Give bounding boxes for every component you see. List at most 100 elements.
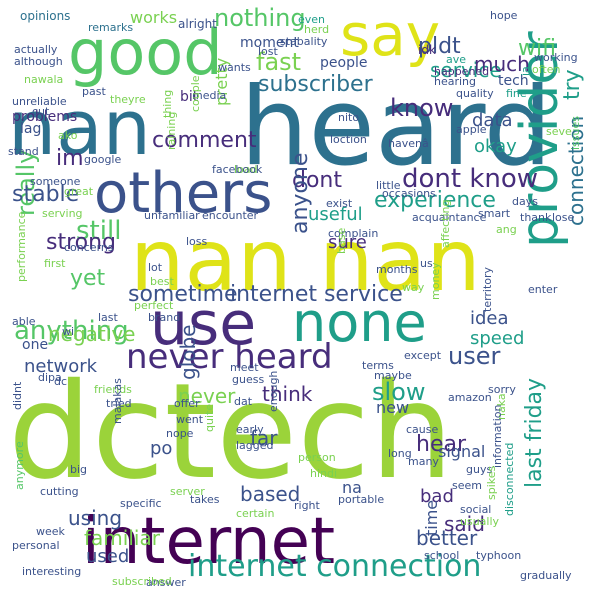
word-sorry: sorry bbox=[488, 383, 516, 396]
word-enter: enter bbox=[528, 283, 558, 296]
word-much: much bbox=[474, 52, 530, 76]
word-moment: moment bbox=[240, 35, 299, 51]
word-stand: stand bbox=[8, 145, 39, 158]
word-dont: dont bbox=[292, 168, 342, 193]
word-quite: quite bbox=[203, 403, 216, 432]
word-quality: quality bbox=[456, 87, 494, 100]
word-went: went bbox=[176, 413, 204, 426]
word-dipa: dipa bbox=[38, 371, 62, 384]
word-wi: wi bbox=[62, 325, 75, 338]
word-herd: herd bbox=[304, 23, 330, 36]
word-little: little bbox=[376, 179, 401, 192]
word-none: none bbox=[292, 291, 427, 354]
word-used: used bbox=[86, 546, 130, 567]
word-media: media bbox=[192, 89, 227, 102]
word-ako: ako bbox=[58, 129, 78, 142]
word-say: say bbox=[340, 1, 441, 69]
word-school: school bbox=[424, 549, 460, 562]
word-couple: couple bbox=[189, 75, 202, 112]
word-better: better bbox=[416, 526, 478, 550]
word-try: try bbox=[560, 69, 585, 100]
word-didnt: didnt bbox=[11, 381, 24, 410]
word-po: po bbox=[150, 438, 173, 459]
word-past: past bbox=[82, 85, 106, 98]
word-except: except bbox=[404, 349, 442, 362]
word-working: working bbox=[534, 51, 578, 64]
word-experience: experience bbox=[374, 188, 496, 213]
word-nope: nope bbox=[166, 427, 194, 440]
word-internet-service: internet service bbox=[230, 282, 403, 307]
word-big: big bbox=[70, 463, 88, 476]
word-lost: lost bbox=[258, 45, 278, 58]
word-nan-nan: nan nan bbox=[130, 211, 481, 311]
word-bit: bit bbox=[180, 89, 199, 105]
word-wants: wants bbox=[218, 61, 251, 74]
word-long: long bbox=[388, 447, 412, 460]
word-loss: loss bbox=[186, 235, 208, 248]
word-apple: apple bbox=[456, 123, 487, 136]
word-dat: dat bbox=[234, 395, 253, 408]
word-remarks: remarks bbox=[88, 21, 134, 34]
word-negative: negative bbox=[48, 322, 136, 346]
word-opinions: opinions bbox=[20, 9, 71, 23]
word-certain: certain bbox=[236, 507, 275, 520]
word-specific: specific bbox=[120, 497, 162, 510]
word-affecting: affecting bbox=[439, 199, 452, 248]
word-said: said bbox=[444, 512, 485, 536]
word-new: new bbox=[376, 398, 410, 417]
word-way: way bbox=[402, 281, 425, 294]
word-encounter: encounter bbox=[202, 209, 259, 222]
word-takes: takes bbox=[190, 493, 220, 506]
word-nito: nito bbox=[338, 111, 360, 124]
word-never-heard: never heard bbox=[126, 337, 333, 377]
word-fast: fast bbox=[256, 48, 302, 76]
word-using: using bbox=[68, 506, 123, 530]
word-one: one bbox=[22, 337, 49, 353]
word-anymore: anymore bbox=[13, 441, 26, 490]
word-bad: bad bbox=[420, 486, 454, 507]
word-answer: answer bbox=[146, 576, 186, 589]
word-issues: issues bbox=[569, 116, 582, 150]
word-hope: hope bbox=[490, 9, 518, 22]
word-facebook: facebook bbox=[212, 163, 263, 176]
word-seem: seem bbox=[452, 479, 482, 492]
word-typhoon: typhoon bbox=[476, 549, 522, 562]
word-sometime: sometime bbox=[128, 282, 238, 307]
word-user: user bbox=[448, 342, 501, 370]
word-internet: internet bbox=[82, 505, 336, 579]
word-person: person bbox=[298, 451, 336, 464]
word-serving: serving bbox=[42, 207, 83, 220]
word-subscribed: subscribed bbox=[112, 575, 172, 588]
word-concerns: concerns bbox=[64, 241, 114, 254]
word-performance: performance bbox=[15, 211, 28, 282]
word-time: time bbox=[422, 499, 441, 536]
word-still: still bbox=[76, 216, 122, 246]
word-guys: guys bbox=[466, 463, 493, 476]
word-think: think bbox=[262, 382, 313, 406]
word-idea: idea bbox=[470, 308, 509, 329]
word-stabality: stabality bbox=[280, 35, 328, 48]
word-pldt: pldt bbox=[418, 34, 461, 59]
word-unreliable: unreliable bbox=[12, 95, 67, 108]
word-tried: tried bbox=[106, 397, 132, 410]
word-great: great bbox=[64, 185, 94, 198]
word-complain: complain bbox=[328, 227, 379, 240]
word-wifi: wifi bbox=[518, 36, 556, 61]
word-nothing: nothing bbox=[214, 4, 306, 32]
word-cutting: cutting bbox=[40, 485, 79, 498]
word-perfect: perfect bbox=[134, 299, 174, 312]
word-nawala: nawala bbox=[24, 73, 64, 86]
word-although: although bbox=[14, 55, 63, 68]
word-hearing: hearing bbox=[434, 75, 477, 88]
word-best: best bbox=[150, 275, 174, 288]
word-na: na bbox=[342, 478, 362, 497]
word-lot: lot bbox=[148, 261, 163, 274]
word-load: load bbox=[234, 163, 258, 176]
word-works: works bbox=[130, 8, 178, 27]
word-guess: guess bbox=[232, 373, 265, 386]
word-anything: anything bbox=[14, 316, 129, 346]
word-alright: alright bbox=[178, 17, 217, 31]
word-hindi: hindi bbox=[310, 467, 338, 480]
word-dc: dc bbox=[54, 375, 68, 388]
